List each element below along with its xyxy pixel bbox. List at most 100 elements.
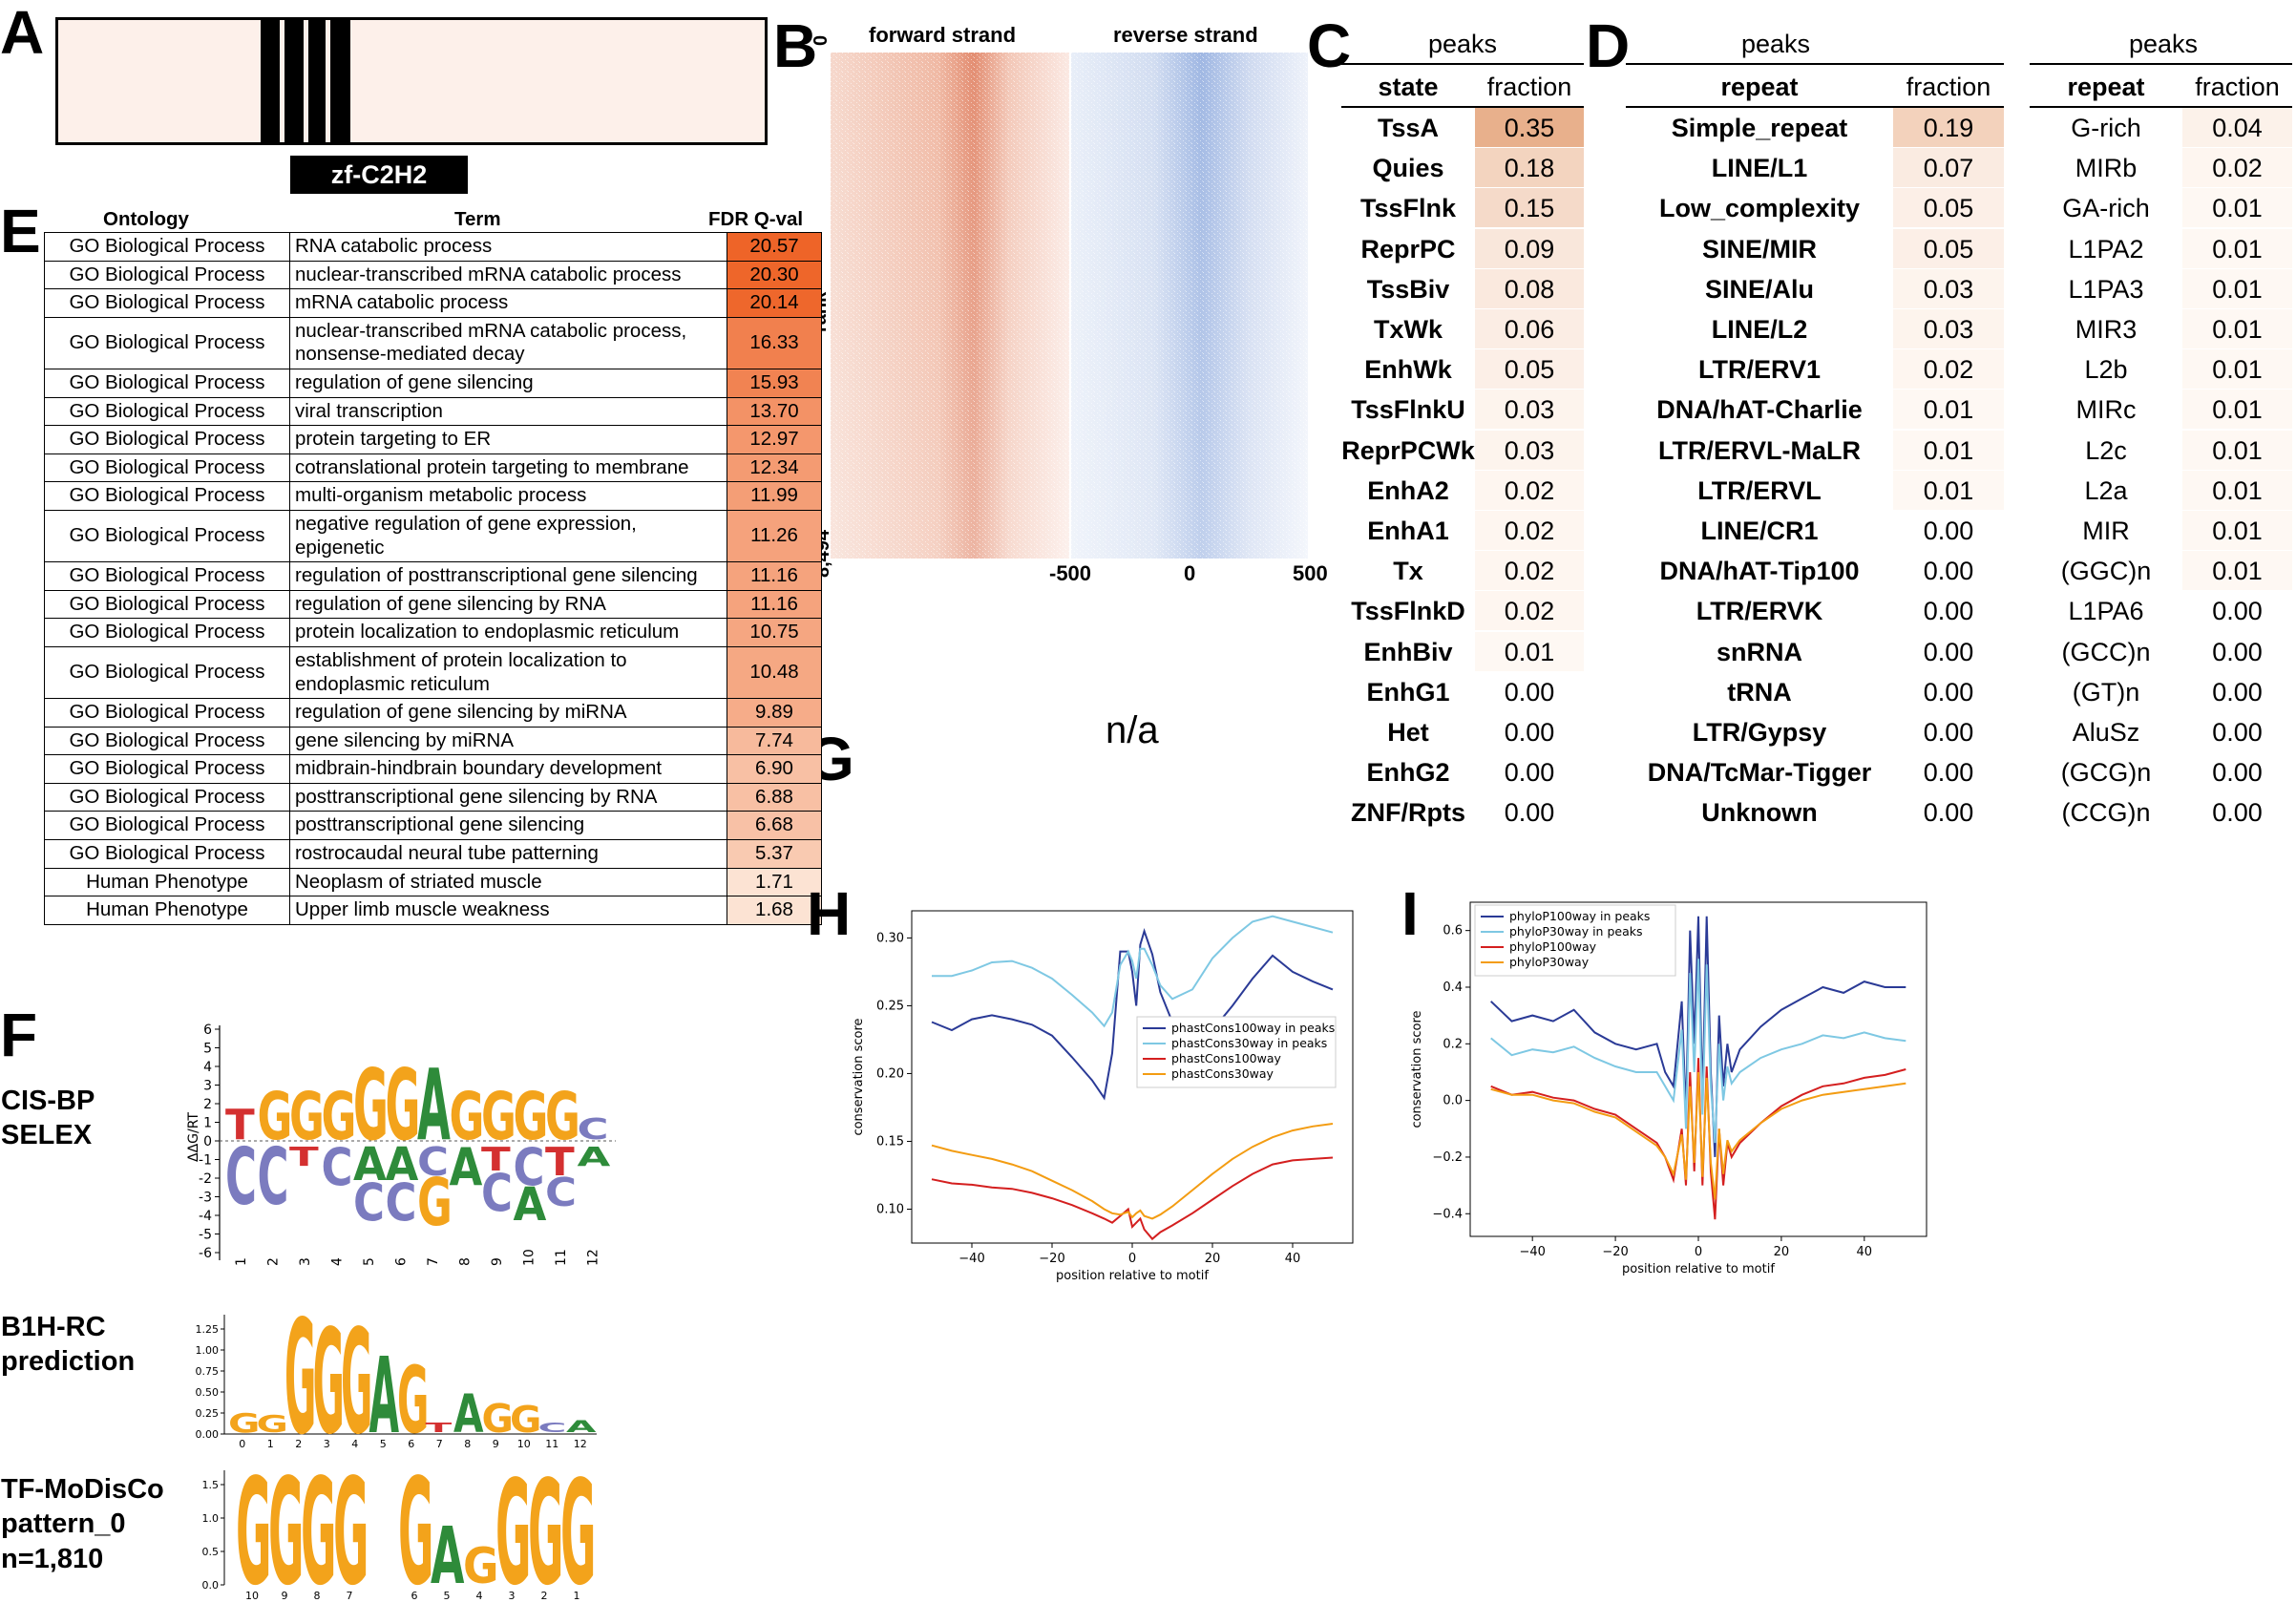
table-row: GO Biological Process establishment of pr… bbox=[44, 645, 822, 700]
y-tick-label: 0.15 bbox=[876, 1134, 904, 1149]
b1h-label-line-2: prediction bbox=[1, 1346, 136, 1378]
b1h-x-tick: 0 bbox=[239, 1438, 245, 1448]
series-line bbox=[1490, 1058, 1906, 1220]
b1h-y-tick: 0.00 bbox=[196, 1428, 220, 1441]
table-row: GO Biological Process cotranslational pro… bbox=[44, 453, 822, 483]
cisbp-y-tick: 6 bbox=[203, 1023, 212, 1038]
repeat-family-name: MIRb bbox=[2075, 154, 2138, 183]
x-tick-label: 20 bbox=[1774, 1245, 1790, 1259]
cisbp-neg-letter: A bbox=[514, 1178, 547, 1232]
term-cell: Upper limb muscle weakness bbox=[289, 896, 727, 925]
repeat-family-fraction: 0.01 bbox=[2212, 395, 2263, 425]
b1h-y-tick: 0.25 bbox=[196, 1407, 220, 1420]
repeat-class-name: Low_complexity bbox=[1658, 194, 1861, 223]
state-name: EnhBiv bbox=[1363, 637, 1453, 666]
repeat-class-name: LTR/ERVL-MaLR bbox=[1658, 435, 1861, 465]
repeat-class-name: LINE/CR1 bbox=[1700, 517, 1819, 545]
cisbp-neg-letter: T bbox=[545, 1140, 575, 1186]
fdr-q-cell: 12.97 bbox=[727, 425, 822, 454]
cisbp-neg-letter: G bbox=[417, 1164, 453, 1240]
repeat-family-fraction: 0.01 bbox=[2212, 315, 2263, 344]
repeat-class-name: tRNA bbox=[1727, 677, 1792, 707]
cisbp-pos-letter: G bbox=[322, 1078, 357, 1154]
b1h-x-tick: 7 bbox=[436, 1438, 443, 1448]
ontology-cell: GO Biological Process bbox=[44, 698, 290, 728]
repeat-family-name: MIR bbox=[2082, 517, 2130, 545]
fdr-q-cell: 1.71 bbox=[727, 867, 822, 897]
repeat-family-name: (GGC)n bbox=[2060, 557, 2152, 586]
fdr-q-cell: 11.16 bbox=[727, 589, 822, 620]
cisbp-neg-letter: T bbox=[289, 1141, 319, 1171]
cisbp-neg-letter: A bbox=[450, 1136, 483, 1197]
cisbp-x-tick: 4 bbox=[329, 1257, 345, 1266]
zf-segment bbox=[308, 17, 326, 145]
phylop-line-chart: −40 −20 0 20 40 −0.4 −0.2 0.0 0.2 0.4 0.6 position … bbox=[1410, 901, 1927, 1276]
term-cell: posttranscriptional gene silencing by RN… bbox=[289, 782, 727, 812]
panel-label-b: B bbox=[773, 11, 818, 80]
legend-label: phyloP30way bbox=[1509, 955, 1590, 969]
term-cell: protein targeting to ER bbox=[289, 425, 727, 454]
panel-c-top-rule bbox=[1341, 63, 1584, 65]
term-cell: nuclear-transcribed mRNA catabolic proce… bbox=[289, 316, 727, 369]
fraction-heat-cell bbox=[1475, 268, 1584, 308]
modisco-letter: A bbox=[431, 1509, 465, 1601]
zinc-finger-block bbox=[261, 17, 350, 145]
cisbp-y-tick: 4 bbox=[203, 1060, 212, 1075]
table-row: GO Biological Process negative regulation… bbox=[44, 509, 822, 563]
term-cell: regulation of gene silencing by RNA bbox=[289, 589, 727, 620]
ontology-cell: GO Biological Process bbox=[44, 509, 290, 563]
state-fraction: 0.02 bbox=[1504, 475, 1555, 505]
ontology-cell: GO Biological Process bbox=[44, 288, 290, 318]
col-header-term: Term bbox=[454, 208, 501, 230]
repeat-class-fraction: 0.03 bbox=[1923, 315, 1974, 344]
ontology-cell: GO Biological Process bbox=[44, 589, 290, 620]
cisbp-pos-letter: G bbox=[353, 1047, 389, 1162]
table-row: GO Biological Process protein localizatio… bbox=[44, 618, 822, 647]
modisco-letter: G bbox=[236, 1461, 272, 1604]
repeat-class-fraction: 0.01 bbox=[1923, 395, 1974, 425]
term-cell: posttranscriptional gene silencing bbox=[289, 811, 727, 841]
fdr-q-cell: 5.37 bbox=[727, 839, 822, 869]
state-name: EnhWk bbox=[1364, 355, 1452, 385]
cisbp-neg-letter: A bbox=[353, 1138, 387, 1192]
state-name: TssFlnk bbox=[1359, 194, 1457, 223]
cisbp-y-tick: -5 bbox=[199, 1228, 212, 1243]
fraction-heat-cell bbox=[1893, 390, 2004, 430]
repeat-family-name: L2c bbox=[2085, 435, 2127, 465]
cisbp-pos-letter: G bbox=[450, 1078, 485, 1154]
cisbp-pos-letter: G bbox=[289, 1078, 325, 1154]
repeat-class-fraction: 0.05 bbox=[1923, 234, 1974, 264]
legend-label: phyloP100way in peaks bbox=[1509, 909, 1650, 923]
state-fraction: 0.00 bbox=[1504, 798, 1555, 828]
fdr-q-cell: 7.74 bbox=[727, 726, 822, 756]
term-cell: mRNA catabolic process bbox=[289, 288, 727, 318]
repeat-family-name: (GCG)n bbox=[2060, 758, 2152, 788]
modisco-letter: G bbox=[398, 1461, 434, 1604]
repeat-class-fraction: 0.00 bbox=[1923, 557, 1974, 586]
cisbp-x-tick: 9 bbox=[490, 1257, 505, 1266]
state-name: EnhG2 bbox=[1366, 758, 1450, 788]
fraction-heat-cell bbox=[1475, 511, 1584, 550]
repeat-class-fraction: 0.01 bbox=[1923, 475, 1974, 505]
fdr-q-cell: 10.48 bbox=[727, 645, 822, 700]
fraction-heat-cell bbox=[2182, 268, 2292, 308]
repeat-family-fraction: 0.00 bbox=[2212, 597, 2263, 626]
fraction-heat-cell bbox=[2182, 390, 2292, 430]
panel-d-top-rule-1 bbox=[1626, 63, 2004, 65]
panel-d-col-repeat-1: repeat bbox=[1720, 73, 1799, 101]
b1h-letter: G bbox=[397, 1349, 429, 1448]
term-cell: establishment of protein localization to… bbox=[289, 645, 727, 700]
cisbp-neg-letter: C bbox=[322, 1136, 353, 1197]
cisbp-pos-letter: A bbox=[417, 1047, 451, 1162]
modisco-label-line-1: TF-MoDisCo bbox=[1, 1474, 164, 1505]
modisco-letter: G bbox=[333, 1461, 369, 1604]
modisco-y-tick: 1.0 bbox=[202, 1512, 220, 1525]
b1h-x-tick: 9 bbox=[493, 1438, 499, 1448]
modisco-label-line-2: pattern_0 bbox=[1, 1508, 126, 1540]
b1h-letter: G bbox=[341, 1300, 372, 1448]
fraction-heat-cell bbox=[1475, 591, 1584, 631]
fdr-q-cell: 20.57 bbox=[727, 232, 822, 262]
fdr-q-cell: 9.89 bbox=[727, 698, 822, 728]
y-tick-label: 0.10 bbox=[876, 1202, 904, 1216]
